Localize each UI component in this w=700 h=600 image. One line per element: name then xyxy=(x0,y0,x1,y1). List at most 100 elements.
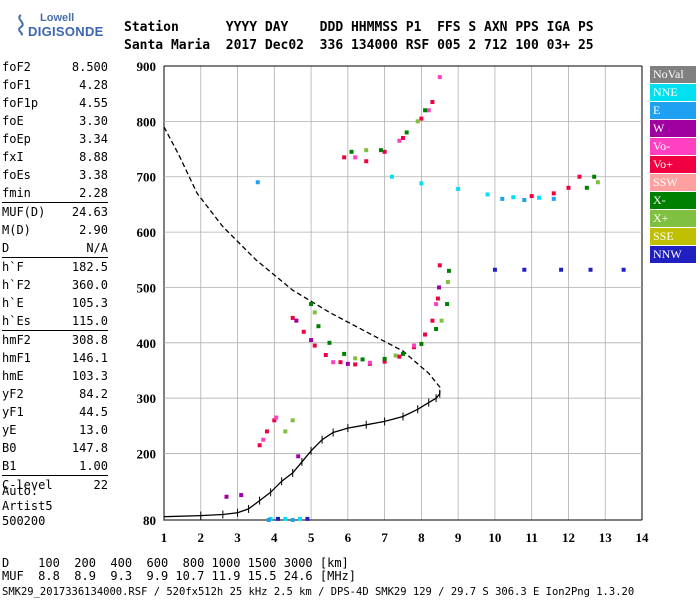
param-name: h`F2 xyxy=(2,278,31,292)
echo-point-vo xyxy=(397,138,402,143)
echo-point-w xyxy=(437,285,442,290)
param-row: yE 13.0 xyxy=(2,421,108,439)
echo-point-nnw xyxy=(522,267,527,272)
parameter-list: foF2 8.500 foF1 4.28 foF1p 4.55 foE 3.30 foEp 3.3… xyxy=(2,58,108,494)
param-row: foF2 8.500 xyxy=(2,58,108,76)
param-value: 4.28 xyxy=(79,78,108,92)
legend-item: W xyxy=(650,120,696,138)
x-tick-label: 6 xyxy=(345,530,352,545)
echo-point-vo xyxy=(272,418,277,423)
echo-point-x xyxy=(434,326,439,331)
echo-point-nnw xyxy=(275,516,280,521)
echo-point-x xyxy=(439,318,444,323)
param-row: hmF2 308.8 xyxy=(2,330,108,349)
param-name: hmF2 xyxy=(2,333,31,347)
echo-point-vo xyxy=(437,263,442,268)
legend-item: X- xyxy=(650,192,696,210)
param-row: B1 1.00 xyxy=(2,457,108,475)
echo-point-x xyxy=(446,268,451,273)
echo-point-nnw xyxy=(559,267,564,272)
file-info: SMK29_2017336134000.RSF / 520fx512h 25 k… xyxy=(2,586,635,598)
param-row: fxI 8.88 xyxy=(2,148,108,166)
echo-point-vo xyxy=(353,362,358,367)
echo-point-x xyxy=(378,148,383,153)
echo-point-x xyxy=(584,185,589,190)
echo-point-x xyxy=(445,279,450,284)
param-name: MUF(D) xyxy=(2,205,46,219)
echo-point-nnw xyxy=(305,516,310,521)
echo-point-w xyxy=(239,493,244,498)
x-tick-label: 4 xyxy=(271,530,278,545)
echo-point-vo xyxy=(338,360,343,365)
param-row: M(D) 2.90 xyxy=(2,221,108,239)
echo-point-x xyxy=(316,324,321,329)
y-tick-label: 300 xyxy=(137,391,157,406)
legend-item: NNW xyxy=(650,246,696,264)
param-row: C-level 22 xyxy=(2,475,108,494)
param-value: 3.38 xyxy=(79,168,108,182)
param-name: h`Es xyxy=(2,314,31,328)
echo-point-x xyxy=(404,130,409,135)
param-name: foF1 xyxy=(2,78,31,92)
param-name: yF2 xyxy=(2,387,24,401)
param-name: foEp xyxy=(2,132,31,146)
y-tick-label: 900 xyxy=(137,59,157,74)
param-row: yF1 44.5 xyxy=(2,403,108,421)
param-row: h`Es 115.0 xyxy=(2,312,108,330)
x-tick-label: 5 xyxy=(308,530,315,545)
echo-point-w xyxy=(294,318,299,323)
echo-point-e xyxy=(522,197,527,202)
x-tick-label: 12 xyxy=(562,530,575,545)
muf-row: MUF 8.8 8.9 9.3 9.9 10.7 11.9 15.5 24.6 … xyxy=(2,569,357,583)
echo-point-vo xyxy=(437,75,442,80)
echo-point-x xyxy=(283,429,288,434)
legend-item: SSW xyxy=(650,174,696,192)
param-row: foF1p 4.55 xyxy=(2,94,108,112)
param-name: foF2 xyxy=(2,60,31,74)
autoscaling-info: Auto: Artist5 500200 xyxy=(2,484,53,529)
y-tick-label: 200 xyxy=(137,447,157,462)
echo-point-w xyxy=(296,454,301,459)
echo-point-vo xyxy=(423,332,428,337)
echo-point-vo xyxy=(412,343,417,348)
echo-point-x xyxy=(353,356,358,361)
param-value: 3.30 xyxy=(79,114,108,128)
echo-point-nnw xyxy=(621,267,626,272)
x-tick-label: 2 xyxy=(198,530,205,545)
param-row: fmin 2.28 xyxy=(2,184,108,202)
echo-point-x xyxy=(364,148,369,153)
echo-point-e xyxy=(500,196,505,201)
logo-swirl-icon xyxy=(18,14,24,36)
echo-point-x xyxy=(342,351,347,356)
logo-line1: Lowell xyxy=(40,12,75,24)
legend-item: NoVal xyxy=(650,66,696,84)
param-row: foF1 4.28 xyxy=(2,76,108,94)
echo-point-x xyxy=(290,418,295,423)
logo-line2: DIGISONDE xyxy=(28,24,104,39)
echo-point-x xyxy=(393,353,398,358)
param-name: foF1p xyxy=(2,96,39,110)
param-value: 308.8 xyxy=(71,333,108,347)
echo-point-x xyxy=(382,356,387,361)
param-value: 1.00 xyxy=(79,459,108,473)
auto-system: Artist5 xyxy=(2,499,53,513)
param-row: MUF(D) 24.63 xyxy=(2,202,108,221)
param-name: fmin xyxy=(2,186,31,200)
echo-point-e xyxy=(255,180,260,185)
echo-point-vo xyxy=(435,296,440,301)
echo-point-vo xyxy=(566,185,571,190)
echo-point-w xyxy=(345,361,350,366)
param-name: C-level xyxy=(2,478,53,492)
legend-item: SSE xyxy=(650,228,696,246)
echo-point-vo xyxy=(430,318,435,323)
echo-point-x xyxy=(327,340,332,345)
echo-point-nne xyxy=(537,195,542,200)
param-name: foEs xyxy=(2,168,31,182)
echo-point-vo xyxy=(430,99,435,104)
x-tick-label: 13 xyxy=(599,530,613,545)
param-row: foEs 3.38 xyxy=(2,166,108,184)
param-name: hmF1 xyxy=(2,351,31,365)
param-name: hmE xyxy=(2,369,24,383)
x-tick-label: 10 xyxy=(488,530,501,545)
echo-point-x xyxy=(445,302,450,307)
